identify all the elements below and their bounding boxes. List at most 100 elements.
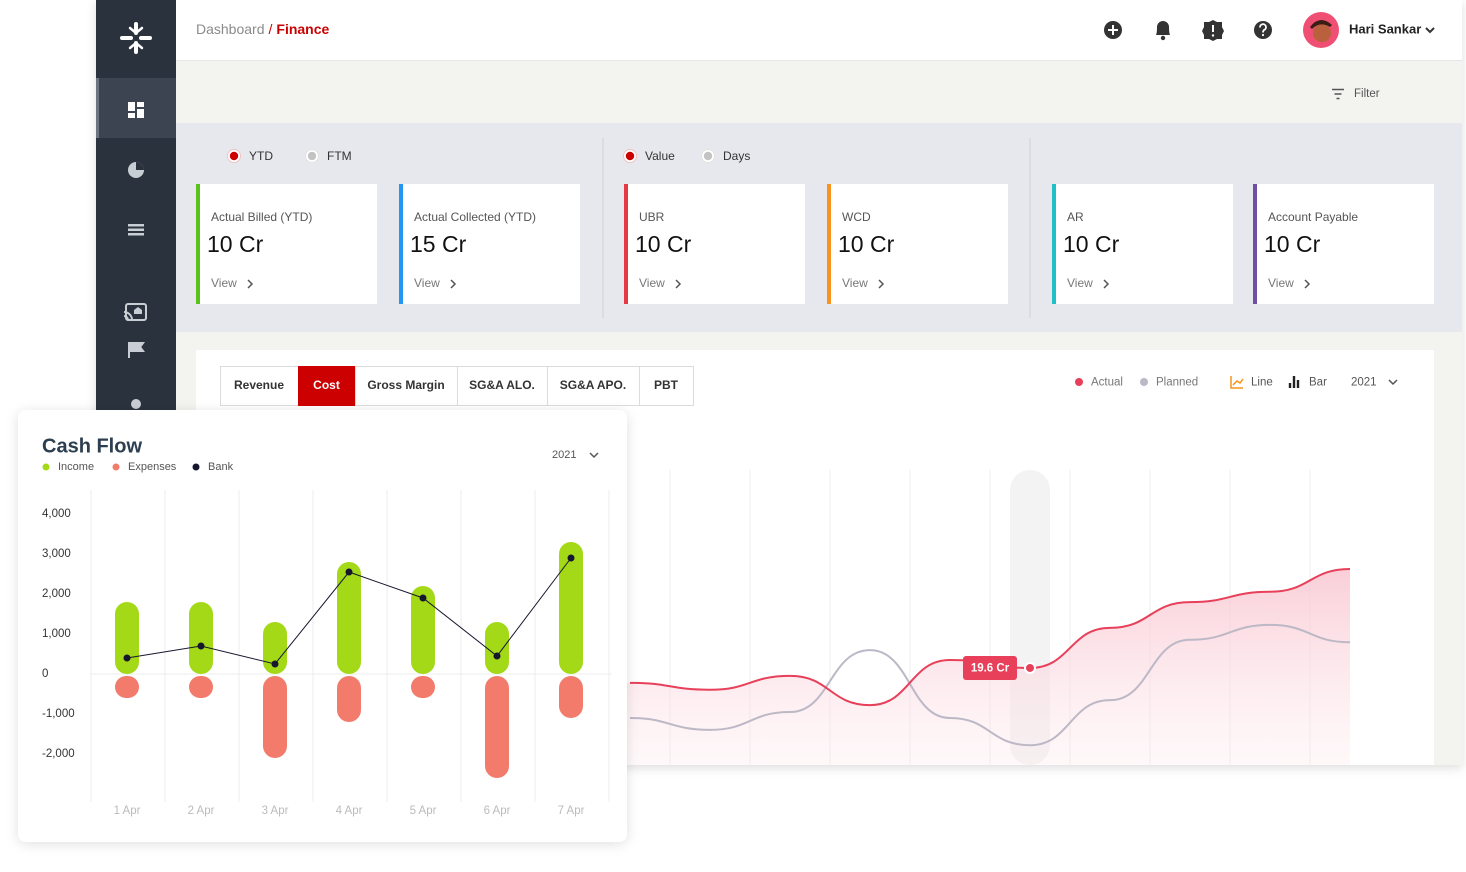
- radio-dot[interactable]: [307, 151, 317, 161]
- year-select[interactable]: 2021: [552, 449, 576, 461]
- tab[interactable]: [547, 366, 640, 406]
- toolbar: [176, 61, 1462, 123]
- kpi-value: 10 Cr: [207, 231, 264, 257]
- radio-label[interactable]: Days: [723, 149, 750, 163]
- tab-label[interactable]: Gross Margin: [367, 378, 444, 392]
- radio-label[interactable]: FTM: [327, 149, 352, 163]
- tab-label[interactable]: Cost: [313, 378, 340, 392]
- tab-label[interactable]: PBT: [654, 378, 679, 392]
- kpi-label: AR: [1067, 210, 1084, 224]
- add-button[interactable]: [1104, 21, 1122, 39]
- chart-title: Cash Flow: [42, 435, 142, 457]
- bar: [337, 676, 361, 722]
- kpi-value: 10 Cr: [838, 231, 895, 257]
- breadcrumb-current: Finance: [276, 21, 329, 37]
- bar: [263, 676, 287, 758]
- y-tick-label: 3,000: [42, 548, 71, 560]
- bar: [411, 676, 435, 698]
- bar: [115, 602, 139, 674]
- user-name[interactable]: Hari Sankar: [1349, 21, 1421, 36]
- filter-icon[interactable]: [1332, 88, 1344, 100]
- notifications-button[interactable]: [1156, 21, 1170, 41]
- kpi-value: 15 Cr: [410, 231, 467, 257]
- y-tick-label: 2,000: [42, 588, 71, 600]
- radio-dot[interactable]: [229, 151, 239, 161]
- legend-dot: [42, 463, 50, 471]
- x-tick-label: 6 Apr: [484, 805, 511, 817]
- avatar[interactable]: [1303, 12, 1339, 48]
- radio-dot[interactable]: [625, 151, 635, 161]
- legend-dot: [1140, 378, 1148, 386]
- tab-label[interactable]: SG&A APO.: [560, 378, 626, 392]
- nav-list[interactable]: [128, 224, 144, 236]
- year-chevron[interactable]: [1388, 379, 1398, 386]
- kpi-link[interactable]: View: [1067, 276, 1093, 290]
- radio-dot[interactable]: [703, 151, 713, 161]
- alerts-button[interactable]: [1202, 20, 1224, 41]
- kpi-label: Actual Collected (YTD): [414, 210, 536, 224]
- bar: [189, 676, 213, 698]
- point: [493, 652, 501, 660]
- tab[interactable]: [298, 366, 356, 406]
- tab-label[interactable]: Revenue: [234, 378, 284, 392]
- tab-label[interactable]: SG&A ALO.: [469, 378, 535, 392]
- year-chevron[interactable]: [589, 452, 599, 459]
- kpi-card-accent: [196, 184, 200, 304]
- nav-cast[interactable]: [123, 303, 147, 321]
- radio-label[interactable]: YTD: [249, 149, 273, 163]
- help-button[interactable]: [1254, 21, 1272, 39]
- bar: [559, 542, 583, 674]
- y-tick-label: -1,000: [42, 708, 75, 720]
- line-view-icon[interactable]: [1230, 376, 1244, 389]
- kpi-card-accent: [624, 184, 628, 304]
- year-select[interactable]: 2021: [1351, 377, 1377, 389]
- nav-dashboard[interactable]: [128, 102, 144, 118]
- bar: [263, 622, 287, 674]
- bar-view-icon[interactable]: [1288, 376, 1300, 388]
- kpi-link[interactable]: View: [414, 276, 440, 290]
- tab[interactable]: [639, 366, 694, 406]
- cash-flow-card: Cash Flow 2021 Income Expenses Bank 4,000 3,00…: [18, 410, 627, 842]
- kpi-value: 10 Cr: [1264, 231, 1321, 257]
- tab[interactable]: [457, 366, 548, 406]
- kpi-label: UBR: [639, 210, 665, 224]
- tab[interactable]: [355, 366, 458, 406]
- tooltip-bg: [963, 655, 1017, 680]
- kpi-card: [827, 184, 1008, 304]
- view-option[interactable]: Line: [1251, 377, 1273, 389]
- breadcrumb-parent[interactable]: Dashboard: [196, 21, 265, 37]
- x-tick-label: 5 Apr: [410, 805, 437, 817]
- kpi-card: [1253, 184, 1434, 304]
- y-tick-label: 1,000: [42, 628, 71, 640]
- kpi-card: [624, 184, 805, 304]
- kpi-link[interactable]: View: [842, 276, 868, 290]
- nav-reports[interactable]: [128, 162, 144, 178]
- breadcrumb-separator: /: [269, 21, 273, 37]
- user-menu-chevron[interactable]: [1425, 27, 1435, 34]
- point: [419, 594, 427, 602]
- kpi-link[interactable]: View: [1268, 276, 1294, 290]
- kpi-link[interactable]: View: [639, 276, 665, 290]
- view-option[interactable]: Bar: [1309, 377, 1327, 389]
- kpi-card: [399, 184, 580, 304]
- kpi-label: Actual Billed (YTD): [211, 210, 312, 224]
- x-tick-label: 7 Apr: [558, 805, 585, 817]
- filter-button[interactable]: Filter: [1354, 88, 1380, 100]
- nav-active[interactable]: [96, 78, 176, 138]
- card-bg: [18, 410, 627, 842]
- chevron: [1304, 279, 1311, 289]
- nav-user[interactable]: [131, 399, 141, 409]
- nav-flag[interactable]: [128, 342, 145, 358]
- point: [345, 568, 353, 576]
- radio-label[interactable]: Value: [645, 149, 675, 163]
- kpi-value: 10 Cr: [635, 231, 692, 257]
- x-tick-label: 2 Apr: [188, 805, 215, 817]
- legend-label: Actual: [1091, 377, 1123, 389]
- chevron: [450, 279, 457, 289]
- kpi-card: [1052, 184, 1233, 304]
- kpi-link[interactable]: View: [211, 276, 237, 290]
- legend-label: Expenses: [128, 461, 177, 473]
- chevron: [675, 279, 682, 289]
